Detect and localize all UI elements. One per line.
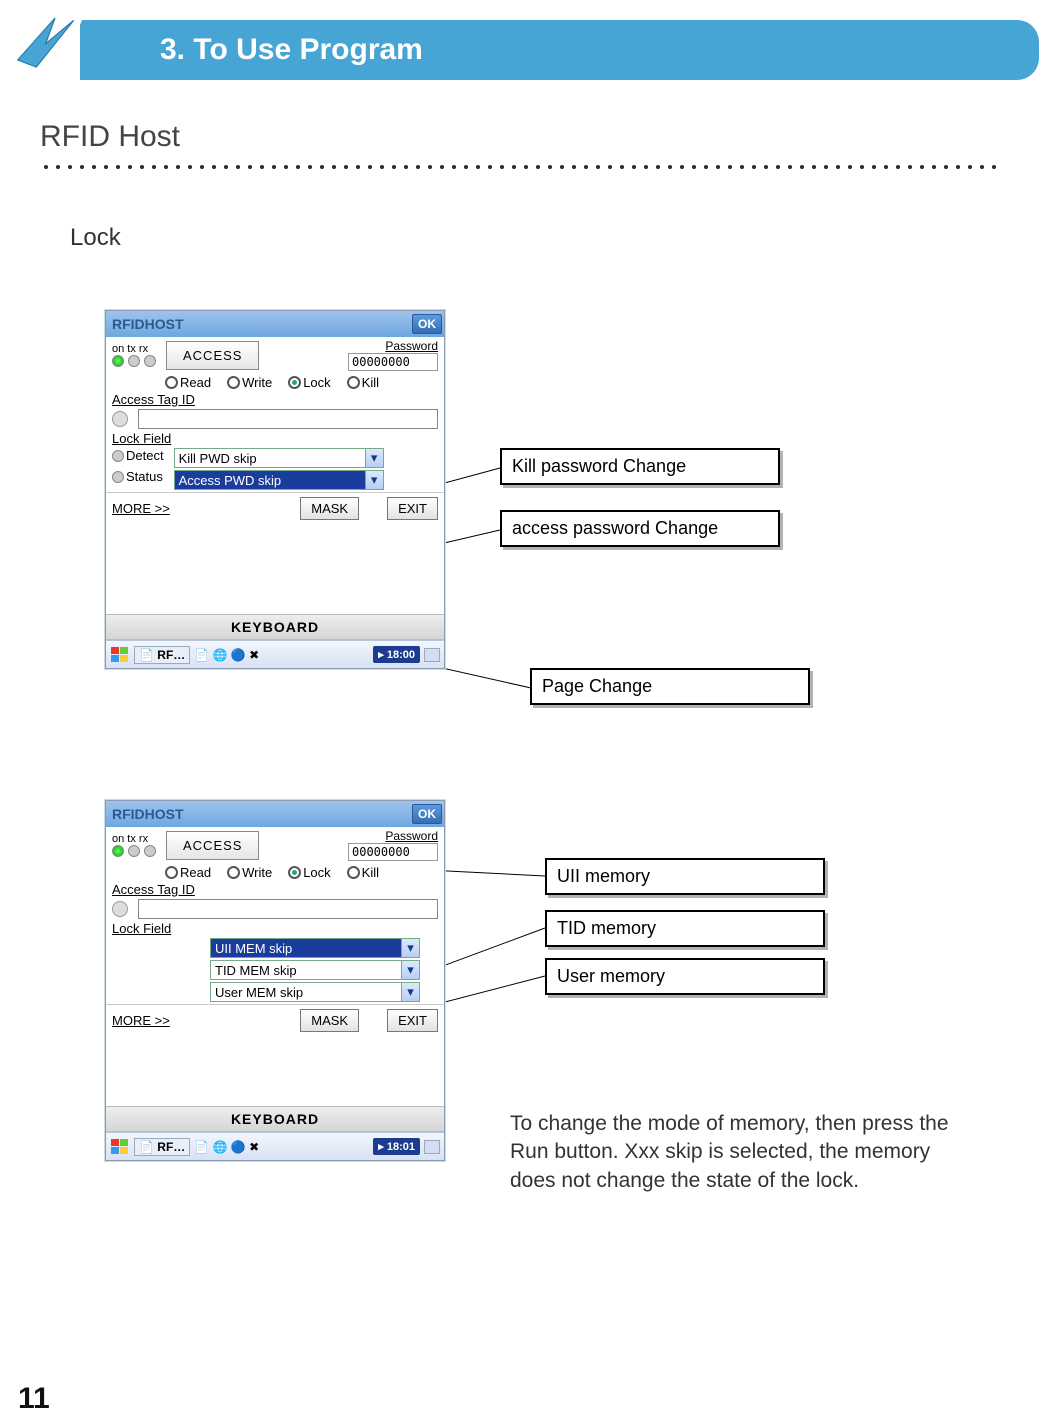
access-button[interactable]: ACCESS bbox=[166, 831, 259, 860]
exit-button[interactable]: EXIT bbox=[387, 1009, 438, 1032]
tag-id-input[interactable] bbox=[138, 899, 438, 919]
tray-show-desktop-icon[interactable] bbox=[424, 1140, 440, 1154]
dropdown-kill-pwd[interactable]: Kill PWD skip▾ bbox=[174, 448, 384, 468]
dropdown-user-mem[interactable]: User MEM skip▾ bbox=[210, 982, 420, 1002]
start-icon[interactable] bbox=[110, 646, 130, 664]
dropdown-uii-mem[interactable]: UII MEM skip▾ bbox=[210, 938, 420, 958]
callout-tid-memory: TID memory bbox=[545, 910, 825, 947]
opt-write[interactable]: Write bbox=[227, 865, 272, 880]
callout-user-memory: User memory bbox=[545, 958, 825, 995]
screenshot-2: RFIDHOST OK on tx rx ACCESS Password 000… bbox=[105, 800, 445, 1161]
dropdown-tid-mem[interactable]: TID MEM skip▾ bbox=[210, 960, 420, 980]
mask-button[interactable]: MASK bbox=[300, 497, 359, 520]
header-bar: 3. To Use Program bbox=[80, 20, 1039, 80]
app-title: RFIDHOST bbox=[112, 806, 184, 822]
page-header: 3. To Use Program bbox=[0, 0, 1039, 90]
tag-id-input[interactable] bbox=[138, 409, 438, 429]
status-indicator: Status bbox=[112, 469, 164, 484]
opt-read[interactable]: Read bbox=[165, 375, 211, 390]
section-title: RFID Host bbox=[40, 120, 1039, 154]
opt-kill[interactable]: Kill bbox=[347, 865, 379, 880]
ok-button[interactable]: OK bbox=[412, 314, 442, 334]
taskbar: 📄 RF… 📄 🌐 🔵 ✖ ▸ 18:00 bbox=[106, 640, 444, 668]
more-link[interactable]: MORE >> bbox=[112, 501, 170, 516]
password-value[interactable]: 00000000 bbox=[348, 843, 438, 861]
callout-kill-pwd: Kill password Change bbox=[500, 448, 780, 485]
opt-lock[interactable]: Lock bbox=[288, 375, 330, 390]
opt-write[interactable]: Write bbox=[227, 375, 272, 390]
lock-field-label: Lock Field bbox=[106, 431, 444, 446]
status-leds bbox=[112, 355, 156, 367]
opt-read[interactable]: Read bbox=[165, 865, 211, 880]
clock: ▸ 18:01 bbox=[373, 1138, 420, 1155]
ok-button[interactable]: OK bbox=[412, 804, 442, 824]
tray-icons: 📄 🌐 🔵 ✖ bbox=[194, 1140, 259, 1154]
opt-kill[interactable]: Kill bbox=[347, 375, 379, 390]
brand-logo bbox=[0, 0, 90, 90]
detect-indicator: Detect bbox=[112, 448, 164, 463]
callout-page-change: Page Change bbox=[530, 668, 810, 705]
tray-icons: 📄 🌐 🔵 ✖ bbox=[194, 648, 259, 662]
app-title: RFIDHOST bbox=[112, 316, 184, 332]
mask-button[interactable]: MASK bbox=[300, 1009, 359, 1032]
screenshot-1: RFIDHOST OK on tx rx ACCESS Password 000… bbox=[105, 310, 445, 669]
access-tag-id-label: Access Tag ID bbox=[106, 882, 444, 897]
dropdown-access-pwd[interactable]: Access PWD skip▾ bbox=[174, 470, 384, 490]
callout-access-pwd: access password Change bbox=[500, 510, 780, 547]
status-leds bbox=[112, 845, 156, 857]
window-titlebar: RFIDHOST OK bbox=[106, 801, 444, 827]
access-tag-id-label: Access Tag ID bbox=[106, 392, 444, 407]
keyboard-bar[interactable]: KEYBOARD bbox=[106, 1106, 444, 1132]
password-label: Password bbox=[385, 829, 438, 843]
task-app[interactable]: 📄 RF… bbox=[134, 1138, 190, 1156]
callout-uii-memory: UII memory bbox=[545, 858, 825, 895]
tray-show-desktop-icon[interactable] bbox=[424, 648, 440, 662]
password-label: Password bbox=[385, 339, 438, 353]
window-titlebar: RFIDHOST OK bbox=[106, 311, 444, 337]
opt-lock[interactable]: Lock bbox=[288, 865, 330, 880]
blank-output-area bbox=[106, 1036, 444, 1106]
keyboard-bar[interactable]: KEYBOARD bbox=[106, 614, 444, 640]
task-app[interactable]: 📄 RF… bbox=[134, 646, 190, 664]
connector-lines bbox=[0, 0, 1039, 1428]
taskbar: 📄 RF… 📄 🌐 🔵 ✖ ▸ 18:01 bbox=[106, 1132, 444, 1160]
led-labels: on tx rx bbox=[112, 343, 162, 355]
chapter-title: 3. To Use Program bbox=[160, 33, 423, 67]
body-description: To change the mode of memory, then press… bbox=[510, 1110, 970, 1195]
page-number: 11 bbox=[18, 1382, 50, 1416]
more-link[interactable]: MORE >> bbox=[112, 1013, 170, 1028]
lock-field-label: Lock Field bbox=[106, 921, 444, 936]
clock: ▸ 18:00 bbox=[373, 646, 420, 663]
tag-id-indicator bbox=[112, 901, 128, 917]
tag-id-indicator bbox=[112, 411, 128, 427]
dotted-divider bbox=[40, 160, 999, 174]
access-button[interactable]: ACCESS bbox=[166, 341, 259, 370]
blank-output-area bbox=[106, 524, 444, 614]
led-labels: on tx rx bbox=[112, 833, 162, 845]
password-value[interactable]: 00000000 bbox=[348, 353, 438, 371]
start-icon[interactable] bbox=[110, 1138, 130, 1156]
exit-button[interactable]: EXIT bbox=[387, 497, 438, 520]
subsection-title: Lock bbox=[70, 224, 1039, 252]
